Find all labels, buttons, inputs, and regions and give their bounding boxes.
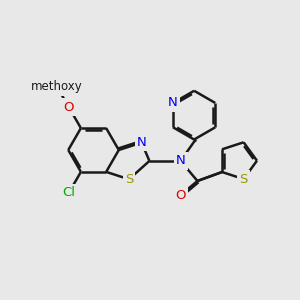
Text: N: N xyxy=(137,136,146,149)
Text: N: N xyxy=(176,154,185,167)
Text: Cl: Cl xyxy=(62,187,75,200)
Text: O: O xyxy=(64,100,74,113)
Text: N: N xyxy=(168,97,178,110)
Text: O: O xyxy=(175,189,186,202)
Text: S: S xyxy=(125,173,133,186)
Text: methoxy: methoxy xyxy=(31,80,83,93)
Text: S: S xyxy=(239,172,248,185)
